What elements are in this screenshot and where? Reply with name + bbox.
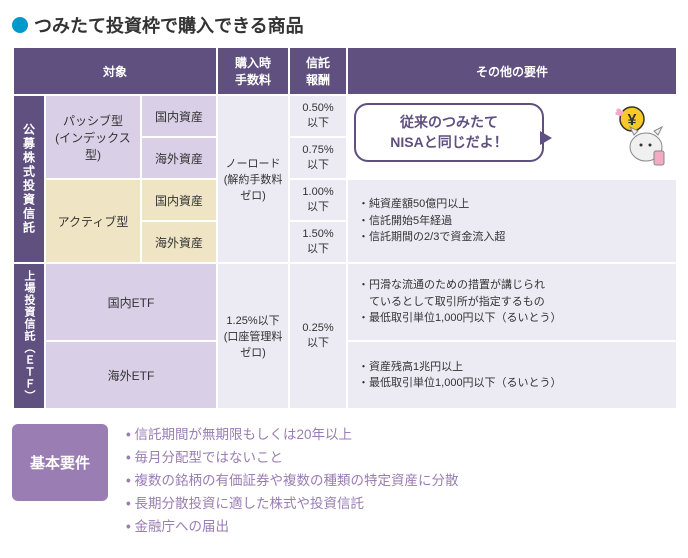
cell-etf-domestic: 国内ETF <box>45 263 217 341</box>
speech-bubble: 従来のつみたて NISAと同じだよ！ <box>354 103 544 162</box>
products-table: 対象 購入時 手数料 信託 報酬 その他の要件 公募株式投資信託 パッシブ型 (… <box>12 46 678 410</box>
page-title: つみたて投資枠で購入できる商品 <box>34 12 304 38</box>
cell-active-fee2: 1.50% 以下 <box>289 221 347 263</box>
speech-wrap: 従来のつみたて NISAと同じだよ！ ¥ <box>348 101 676 173</box>
cell-other-etf-dom: ・円滑な流通のための措置が講じられ ているとして取引所が指定するもの ・最低取引… <box>347 263 677 341</box>
list-item: 長期分散投資に適した株式や投資信託 <box>126 493 458 516</box>
title-bullet-icon <box>12 17 28 33</box>
title-row: つみたて投資枠で購入できる商品 <box>12 12 676 38</box>
table-row: 上場投資信託（ＥＴＦ） 国内ETF 1.25%以下 (口座管理料 ゼロ) 0.2… <box>13 263 677 341</box>
cell-other-active: ・純資産額50億円以上 ・信託開始5年経過 ・信託期間の2/3で資金流入超 <box>347 179 677 263</box>
cell-passive-domestic: 国内資産 <box>141 95 217 137</box>
table-header-row: 対象 購入時 手数料 信託 報酬 その他の要件 <box>13 47 677 95</box>
cell-trust-fee-etf: 0.25% 以下 <box>289 263 347 409</box>
list-item: 金融庁への届出 <box>126 516 458 539</box>
th-other: その他の要件 <box>347 47 677 95</box>
basic-label: 基本要件 <box>12 424 108 501</box>
list-item: 複数の銘柄の有価証券や複数の種類の特定資産に分散 <box>126 470 458 493</box>
th-purchase-fee: 購入時 手数料 <box>217 47 289 95</box>
cell-active-fee1: 1.00% 以下 <box>289 179 347 221</box>
cell-active-domestic: 国内資産 <box>141 179 217 221</box>
basic-list: 信託期間が無期限もしくは20年以上 毎月分配型ではないこと 複数の銘柄の有価証券… <box>126 424 458 539</box>
table-row: アクティブ型 国内資産 1.00% 以下 ・純資産額50億円以上 ・信託開始5年… <box>13 179 677 221</box>
vhead-listed: 上場投資信託（ＥＴＦ） <box>13 263 45 409</box>
svg-text:¥: ¥ <box>628 112 637 129</box>
cell-passive-label: パッシブ型 (インデックス 型) <box>45 95 141 179</box>
table-row: 公募株式投資信託 パッシブ型 (インデックス 型) 国内資産 ノーロード (解約… <box>13 95 677 137</box>
cell-speech-area: 従来のつみたて NISAと同じだよ！ ¥ <box>347 95 677 179</box>
cat-icon: ¥ <box>602 101 672 169</box>
th-target: 対象 <box>13 47 217 95</box>
cell-active-label: アクティブ型 <box>45 179 141 263</box>
cell-active-overseas: 海外資産 <box>141 221 217 263</box>
vhead-public: 公募株式投資信託 <box>13 95 45 263</box>
cell-passive-fee1: 0.50% 以下 <box>289 95 347 137</box>
th-trust-fee: 信託 報酬 <box>289 47 347 95</box>
cell-other-etf-ovs: ・資産残高1兆円以上 ・最低取引単位1,000円以下（るいとう） <box>347 341 677 409</box>
cell-purchase-fee-public: ノーロード (解約手数料 ゼロ) <box>217 95 289 263</box>
cell-purchase-fee-etf: 1.25%以下 (口座管理料 ゼロ) <box>217 263 289 409</box>
cell-etf-overseas: 海外ETF <box>45 341 217 409</box>
list-item: 毎月分配型ではないこと <box>126 447 458 470</box>
list-item: 信託期間が無期限もしくは20年以上 <box>126 424 458 447</box>
cell-passive-overseas: 海外資産 <box>141 137 217 179</box>
basic-requirements: 基本要件 信託期間が無期限もしくは20年以上 毎月分配型ではないこと 複数の銘柄… <box>12 424 676 539</box>
cell-passive-fee2: 0.75% 以下 <box>289 137 347 179</box>
